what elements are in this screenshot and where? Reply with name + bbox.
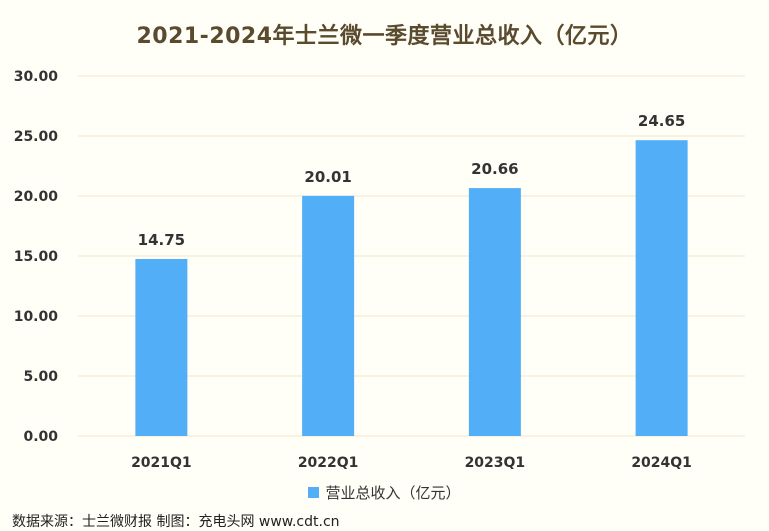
chart-title: 2021-2024年士兰微一季度营业总收入（亿元） xyxy=(136,24,633,49)
y-tick-label: 5.00 xyxy=(23,369,58,385)
x-tick-label: 2024Q1 xyxy=(631,455,692,471)
bar xyxy=(635,140,688,436)
legend-swatch xyxy=(308,487,320,498)
bar xyxy=(468,188,521,436)
x-tick-label: 2022Q1 xyxy=(298,455,359,471)
y-tick-label: 15.00 xyxy=(14,249,59,265)
y-tick-label: 30.00 xyxy=(14,69,59,85)
data-label: 20.01 xyxy=(304,168,351,186)
legend-label: 营业总收入（亿元） xyxy=(325,484,461,502)
y-tick-label: 0.00 xyxy=(23,429,58,445)
y-tick-label: 10.00 xyxy=(14,309,59,325)
y-tick-label: 20.00 xyxy=(14,189,59,205)
legend: 营业总收入（亿元） xyxy=(0,482,769,503)
data-label: 14.75 xyxy=(138,231,185,249)
x-tick-label: 2021Q1 xyxy=(131,455,192,471)
y-tick-label: 25.00 xyxy=(14,129,59,145)
bar xyxy=(302,195,355,436)
data-label: 20.66 xyxy=(471,160,518,178)
bar xyxy=(135,259,188,436)
x-tick-label: 2023Q1 xyxy=(465,455,526,471)
data-label: 24.65 xyxy=(638,112,685,130)
source-note: 数据来源：士兰微财报 制图：充电头网 www.cdt.cn xyxy=(12,514,340,530)
